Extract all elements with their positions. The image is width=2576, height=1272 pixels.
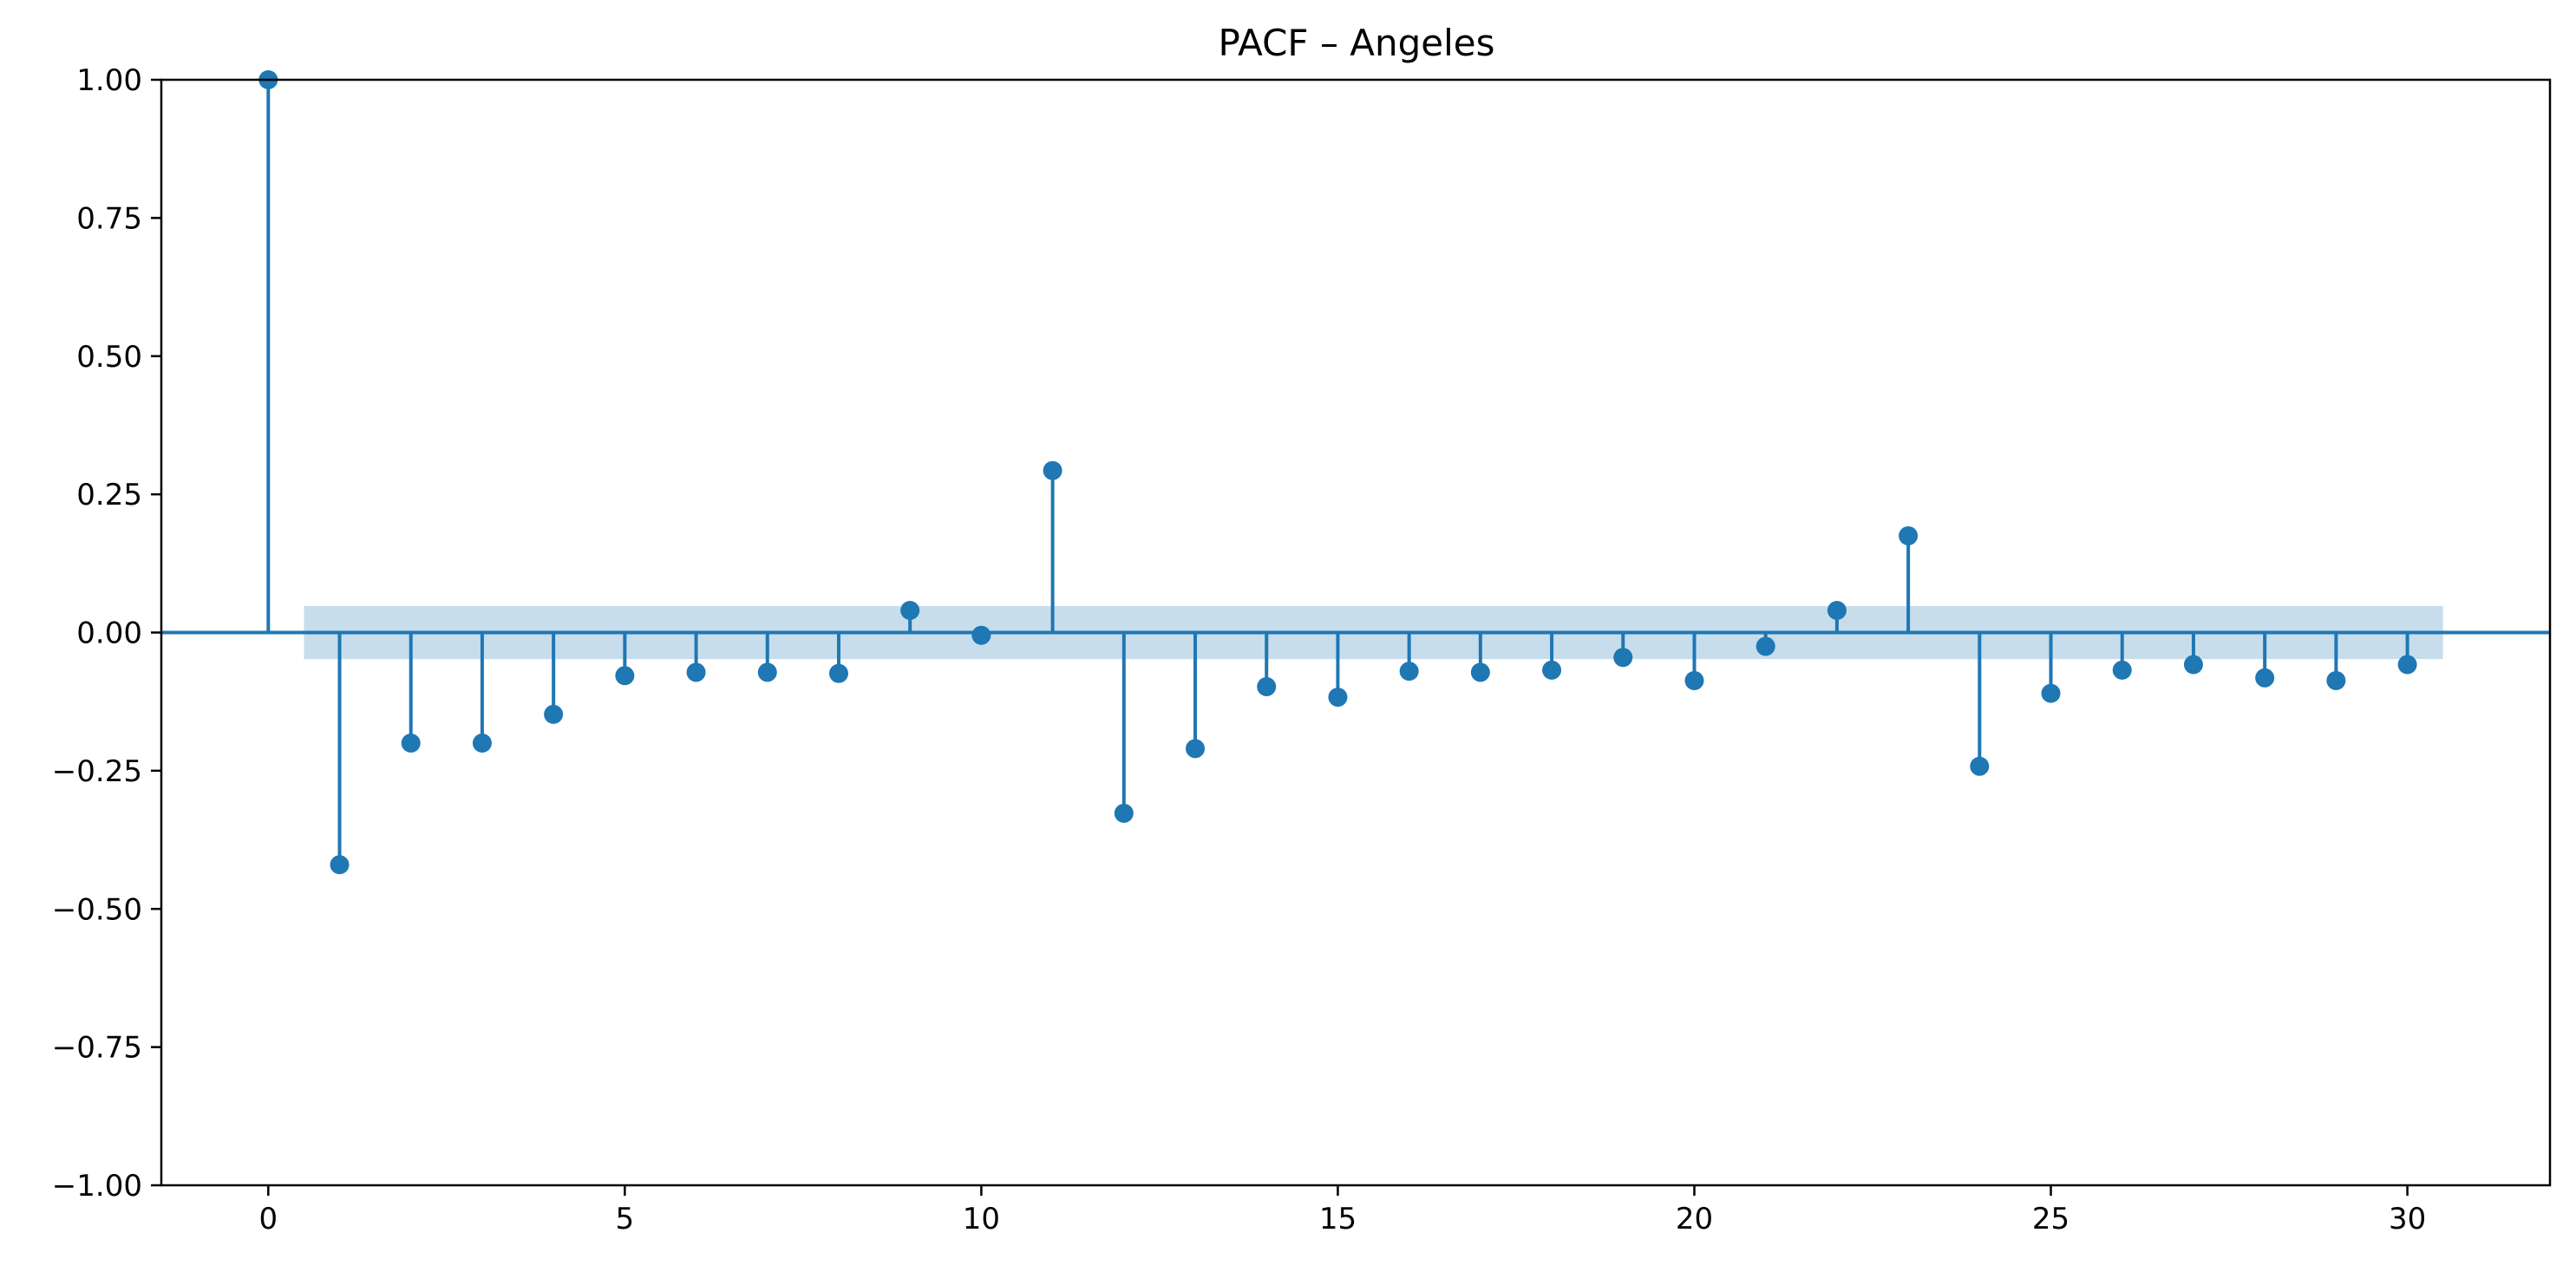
marker-lag-20 <box>1684 670 1704 690</box>
y-tick-label-2: 0.50 <box>76 340 142 375</box>
x-tick-label-0: 0 <box>258 1202 278 1236</box>
marker-lag-22 <box>1827 601 1847 620</box>
y-tick-label-0: 1.00 <box>76 63 142 98</box>
marker-lag-24 <box>1970 756 1990 776</box>
marker-lag-26 <box>2112 660 2132 680</box>
y-tick-label-7: −0.75 <box>52 1031 142 1066</box>
marker-lag-13 <box>1186 739 1206 759</box>
x-tick-label-25: 25 <box>2032 1202 2069 1236</box>
marker-lag-17 <box>1470 662 1490 682</box>
marker-lag-4 <box>544 704 564 724</box>
marker-lag-21 <box>1755 636 1775 656</box>
marker-lag-29 <box>2326 670 2346 690</box>
marker-lag-11 <box>1043 460 1062 480</box>
y-tick-label-5: −0.25 <box>52 754 142 789</box>
x-tick-label-30: 30 <box>2389 1202 2426 1236</box>
marker-lag-3 <box>472 734 492 753</box>
marker-lag-6 <box>686 662 706 682</box>
marker-lag-15 <box>1328 688 1348 708</box>
marker-lag-14 <box>1257 676 1277 696</box>
axes: 0 5 10 15 20 25 30 1.00 0.75 0.50 0.25 0.00 −0.25 −0.… <box>52 63 2552 1236</box>
x-tick-label-15: 15 <box>1319 1202 1357 1236</box>
marker-lag-19 <box>1613 648 1633 668</box>
marker-lag-7 <box>757 662 777 682</box>
x-tick-label-5: 5 <box>616 1202 635 1236</box>
x-tick-label-10: 10 <box>963 1202 1000 1236</box>
marker-lag-25 <box>2041 683 2061 703</box>
y-tick-label-4: 0.00 <box>76 616 142 651</box>
marker-lag-12 <box>1114 803 1134 823</box>
marker-lag-27 <box>2183 655 2203 675</box>
y-tick-label-8: −1.00 <box>52 1169 142 1204</box>
marker-lag-2 <box>401 734 421 753</box>
marker-lag-8 <box>828 663 848 683</box>
chart-title: PACF – Angeles <box>1218 22 1494 64</box>
y-tick-label-6: −0.50 <box>52 892 142 927</box>
marker-lag-5 <box>615 666 635 686</box>
marker-lag-18 <box>1542 660 1562 680</box>
marker-lag-10 <box>971 625 991 645</box>
marker-lag-30 <box>2397 655 2417 675</box>
y-tick-label-3: 0.25 <box>76 478 142 512</box>
marker-lag-1 <box>330 855 350 875</box>
plot-area <box>161 70 2550 875</box>
plot-contents <box>161 70 2550 875</box>
marker-lag-9 <box>900 601 920 620</box>
marker-lag-16 <box>1399 662 1419 682</box>
x-tick-label-20: 20 <box>1676 1202 1713 1236</box>
marker-lag-23 <box>1899 525 1919 545</box>
marker-lag-28 <box>2255 668 2275 688</box>
y-tick-label-1: 0.75 <box>76 201 142 236</box>
